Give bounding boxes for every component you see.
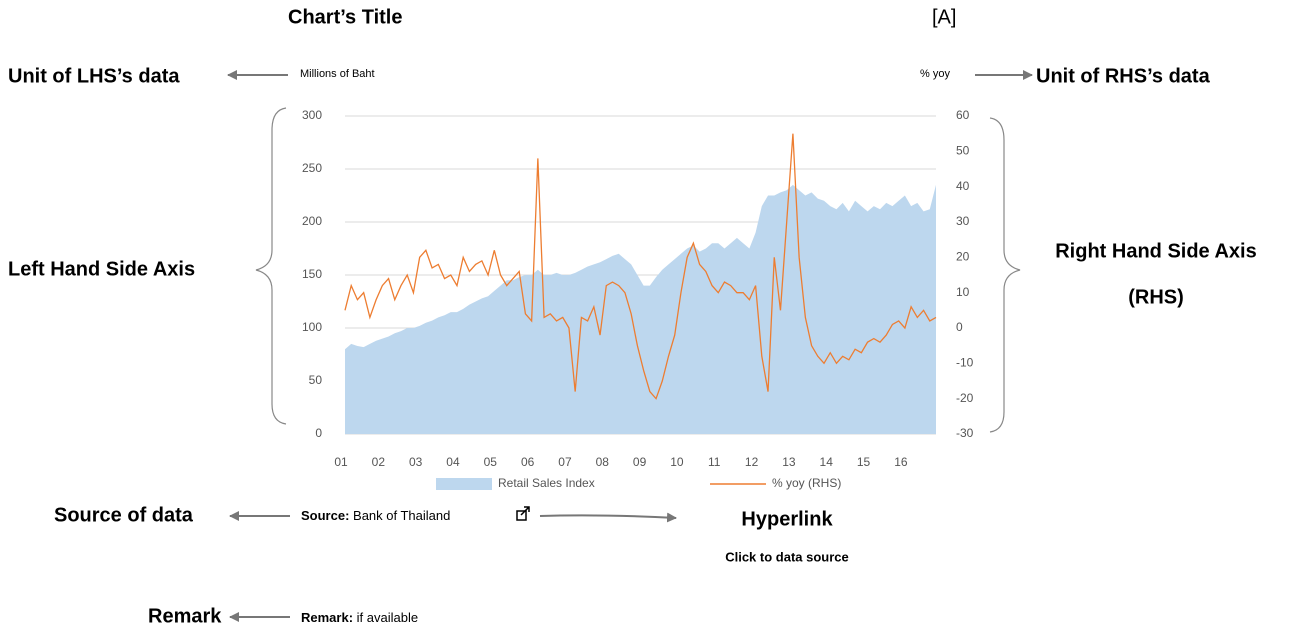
remark-label: Remark <box>148 605 222 627</box>
x-tick-label: 14 <box>820 455 834 469</box>
x-tick-label: 07 <box>558 455 572 469</box>
remark: Remark: if available <box>301 610 418 625</box>
source-prefix: Source: <box>301 508 349 523</box>
x-tick-label: 15 <box>857 455 871 469</box>
hyperlink-label: Hyperlink <box>741 508 833 530</box>
x-tick-label: 13 <box>782 455 796 469</box>
remark-text: if available <box>357 610 418 625</box>
x-tick-label: 10 <box>670 455 684 469</box>
rhs-unit-label: Unit of RHS’s data <box>1036 65 1211 87</box>
x-tick-label: 02 <box>372 455 386 469</box>
x-tick-label: 01 <box>334 455 348 469</box>
source-label: Source of data <box>54 504 194 526</box>
y-tick-label: 200 <box>302 214 322 228</box>
x-tick-label: 16 <box>894 455 908 469</box>
y2-tick-label: 60 <box>956 108 970 122</box>
y-tick-label: 250 <box>302 161 322 175</box>
x-tick-label: 09 <box>633 455 647 469</box>
arrow <box>539 512 677 523</box>
y-tick-label: 0 <box>315 426 322 440</box>
x-tick-label: 08 <box>596 455 610 469</box>
y2-tick-label: 0 <box>956 320 963 334</box>
brace <box>255 107 287 425</box>
y2-tick-label: -10 <box>956 356 974 370</box>
x-tick-label: 03 <box>409 455 423 469</box>
chart-title: Chart’s Title <box>288 6 402 28</box>
rhs-axis-label: (RHS) <box>1128 286 1184 308</box>
area <box>345 184 936 434</box>
legend-swatch <box>436 478 492 490</box>
y2-tick-label: 50 <box>956 144 970 158</box>
x-tick-label: 12 <box>745 455 759 469</box>
hyperlink-note: Click to data source <box>725 549 849 564</box>
y-unit: Millions of Baht <box>300 68 375 80</box>
brace <box>989 117 1021 433</box>
x-tick-label: 11 <box>708 455 721 469</box>
lhs-axis-label: Left Hand Side Axis <box>8 258 195 280</box>
y-tick-label: 50 <box>309 373 323 387</box>
y2-tick-label: 10 <box>956 285 970 299</box>
rhs-axis-label: Right Hand Side Axis <box>1055 240 1257 262</box>
legend-label: Retail Sales Index <box>498 476 595 490</box>
remark-prefix: Remark: <box>301 610 353 625</box>
marker: [A] <box>932 6 956 28</box>
y2-unit: % yoy <box>920 68 950 80</box>
y2-tick-label: -20 <box>956 391 974 405</box>
legend-label: % yoy (RHS) <box>772 476 841 490</box>
y-tick-label: 100 <box>302 320 322 334</box>
y2-tick-label: -30 <box>956 426 974 440</box>
y2-tick-label: 40 <box>956 179 970 193</box>
x-tick-label: 04 <box>446 455 460 469</box>
y-tick-label: 150 <box>302 267 322 281</box>
source[interactable]: Source: Bank of Thailand <box>301 508 450 523</box>
lhs-unit-label: Unit of LHS’s data <box>8 65 180 87</box>
line <box>344 133 937 400</box>
source-text[interactable]: Bank of Thailand <box>353 508 450 523</box>
external-link-icon[interactable] <box>516 506 530 521</box>
y2-tick-label: 30 <box>956 214 970 228</box>
y-tick-label: 300 <box>302 108 322 122</box>
x-tick-label: 05 <box>484 455 498 469</box>
chart: 050100150200250300-30-20-100102030405060… <box>302 108 974 490</box>
x-tick-label: 06 <box>521 455 535 469</box>
y2-tick-label: 20 <box>956 250 970 264</box>
